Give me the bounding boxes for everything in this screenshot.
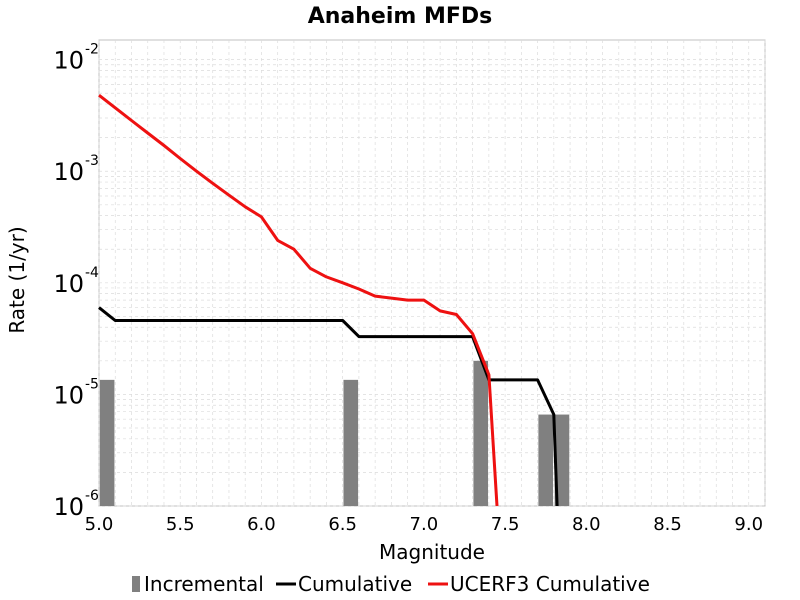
x-tick-label: 7.0 (410, 514, 439, 535)
legend-label: Cumulative (298, 572, 412, 596)
y-tick-label-base: 10 (53, 47, 84, 75)
x-tick-labels: 5.0 5.5 6.0 6.5 7.0 7.5 8.0 8.5 9.0 (85, 514, 763, 535)
incremental-bar (554, 414, 570, 506)
legend-label: UCERF3 Cumulative (450, 572, 650, 596)
cumulative-lines (98, 94, 559, 507)
y-tick-label-base: 10 (53, 270, 84, 298)
incremental-bar (473, 360, 489, 506)
x-tick-label: 8.0 (572, 514, 601, 535)
legend-label: Incremental (144, 572, 264, 596)
ucerf3-cumulative-line (98, 94, 499, 507)
legend-swatch-incremental (132, 576, 140, 592)
plot-area (98, 39, 766, 507)
x-tick-label: 7.5 (491, 514, 520, 535)
incremental-bar (538, 414, 554, 506)
y-tick-label-base: 10 (53, 381, 84, 409)
y-tick-labels: 10-610-510-410-310-2 (53, 42, 99, 521)
incremental-bar (99, 379, 115, 506)
x-axis-label: Magnitude (379, 540, 485, 564)
chart-title: Anaheim MFDs (308, 4, 493, 29)
y-axis-label: Rate (1/yr) (5, 226, 29, 333)
y-tick-label-exponent: -4 (85, 265, 99, 281)
x-tick-label: 6.5 (328, 514, 357, 535)
grid (98, 40, 766, 507)
y-tick-label-base: 10 (53, 493, 84, 521)
incremental-bar (343, 379, 359, 506)
x-tick-label: 9.0 (734, 514, 763, 535)
y-tick-label-exponent: -5 (85, 376, 99, 392)
y-tick-label-exponent: -2 (85, 42, 99, 58)
legend: Incremental Cumulative UCERF3 Cumulative (132, 572, 650, 596)
x-tick-label: 6.0 (247, 514, 276, 535)
incremental-bars (99, 360, 570, 506)
x-tick-label: 5.5 (166, 514, 195, 535)
x-tick-label: 5.0 (85, 514, 114, 535)
y-tick-label-exponent: -6 (85, 488, 99, 504)
y-tick-label-base: 10 (53, 158, 84, 186)
y-tick-label-exponent: -3 (85, 153, 99, 169)
x-tick-label: 8.5 (653, 514, 682, 535)
